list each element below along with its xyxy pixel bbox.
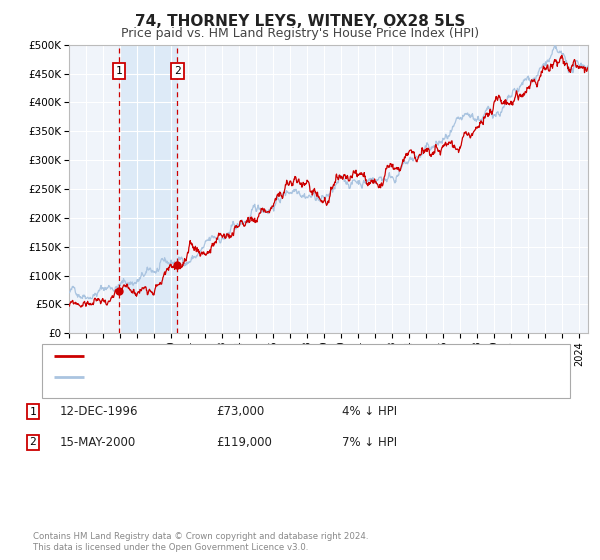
Text: 2: 2	[29, 437, 37, 447]
Text: Contains HM Land Registry data © Crown copyright and database right 2024.
This d: Contains HM Land Registry data © Crown c…	[33, 532, 368, 552]
Text: 74, THORNEY LEYS, WITNEY, OX28 5LS (semi-detached house): 74, THORNEY LEYS, WITNEY, OX28 5LS (semi…	[91, 351, 433, 361]
Text: 4% ↓ HPI: 4% ↓ HPI	[342, 405, 397, 418]
Text: 2: 2	[174, 66, 181, 76]
Text: 15-MAY-2000: 15-MAY-2000	[60, 436, 136, 449]
Text: Price paid vs. HM Land Registry's House Price Index (HPI): Price paid vs. HM Land Registry's House …	[121, 27, 479, 40]
Text: 74, THORNEY LEYS, WITNEY, OX28 5LS: 74, THORNEY LEYS, WITNEY, OX28 5LS	[135, 14, 465, 29]
Text: 1: 1	[29, 407, 37, 417]
Text: £119,000: £119,000	[216, 436, 272, 449]
Text: £73,000: £73,000	[216, 405, 264, 418]
Bar	[119, 45, 178, 333]
Text: 12-DEC-1996: 12-DEC-1996	[60, 405, 139, 418]
Text: HPI: Average price, semi-detached house, West Oxfordshire: HPI: Average price, semi-detached house,…	[91, 372, 417, 382]
Text: 7% ↓ HPI: 7% ↓ HPI	[342, 436, 397, 449]
Text: 1: 1	[116, 66, 122, 76]
